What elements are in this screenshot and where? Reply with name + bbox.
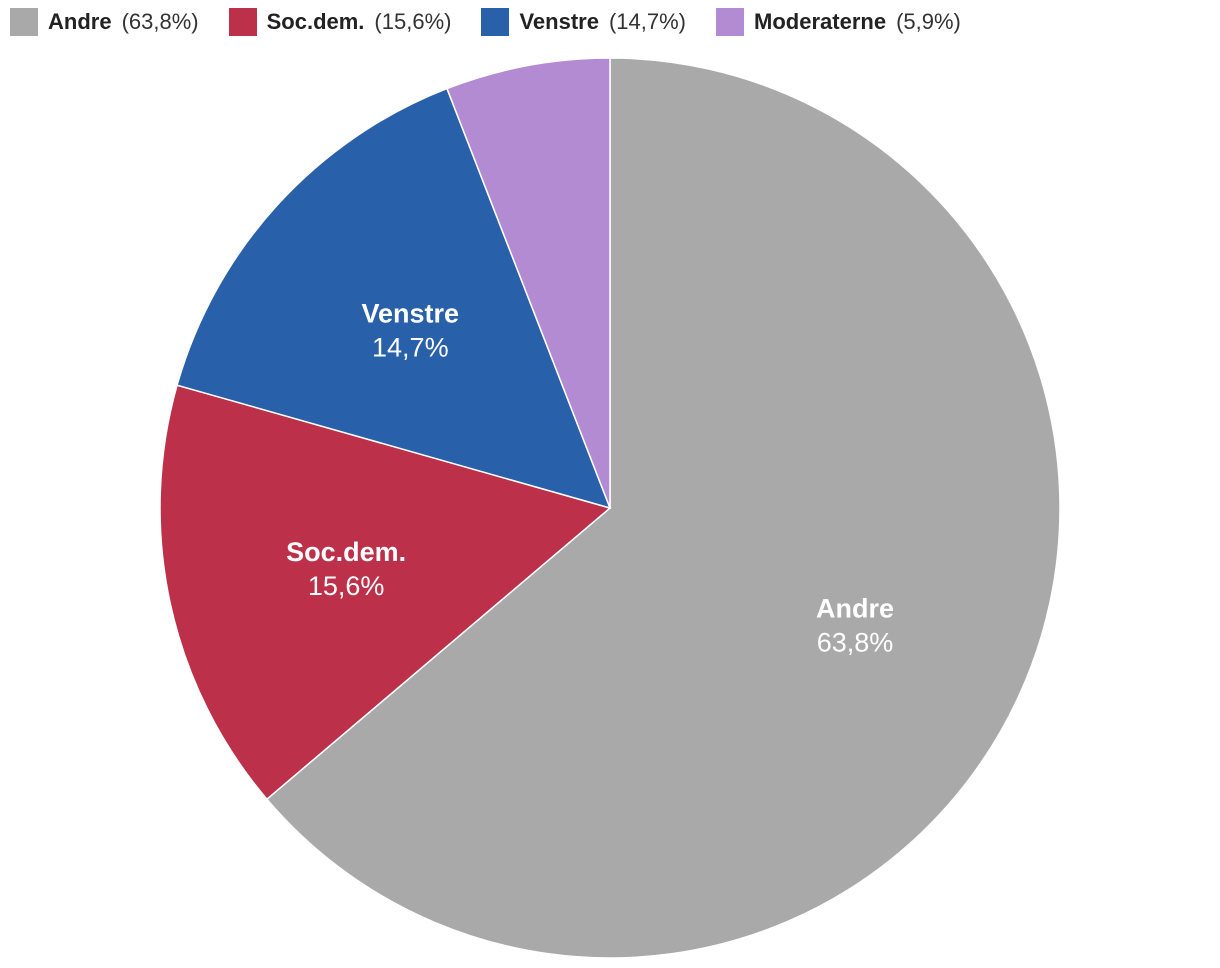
slice-label-socdem: Soc.dem. (286, 537, 406, 567)
legend-swatch-moderaterne (716, 8, 745, 36)
legend-label-venstre: Venstre (519, 9, 599, 34)
legend-value-andre: (63,8%) (121, 9, 199, 34)
slice-value-venstre: 14,7% (372, 332, 449, 362)
legend-value-moderaterne: (5,9%) (896, 9, 961, 34)
legend-label-moderaterne: Moderaterne (754, 9, 887, 34)
legend-item-venstre[interactable]: Venstre (14,7%) (481, 8, 686, 36)
legend-value-venstre: (14,7%) (608, 9, 687, 34)
legend-swatch-venstre (481, 8, 510, 36)
slice-label-venstre: Venstre (362, 298, 460, 328)
legend-item-socdem[interactable]: Soc.dem. (15,6%) (228, 8, 452, 36)
legend-item-moderaterne[interactable]: Moderaterne (5,9%) (716, 8, 961, 36)
legend-label-socdem: Soc.dem. (266, 9, 365, 34)
legend-swatch-andre (10, 8, 38, 36)
slice-value-andre: 63,8% (817, 627, 894, 657)
legend-label-andre: Andre (48, 9, 112, 34)
slice-label-andre: Andre (816, 593, 894, 623)
legend-swatch-socdem (228, 8, 257, 36)
pie-slice-venstre[interactable] (176, 87, 612, 510)
pie-slice-andre[interactable] (265, 57, 1061, 959)
legend-item-andre[interactable]: Andre (63,8%) (10, 8, 199, 36)
slice-labels: Andre 63,8% Soc.dem. 15,6% Venstre 14,7% (286, 298, 894, 657)
legend: Andre (63,8%) Soc.dem. (15,6%) Venstre (… (10, 8, 961, 36)
pie-slice-socdem[interactable] (159, 384, 612, 801)
legend-value-socdem: (15,6%) (374, 9, 452, 34)
pie-slice-moderaterne[interactable] (446, 57, 611, 509)
slice-value-socdem: 15,6% (308, 571, 385, 601)
